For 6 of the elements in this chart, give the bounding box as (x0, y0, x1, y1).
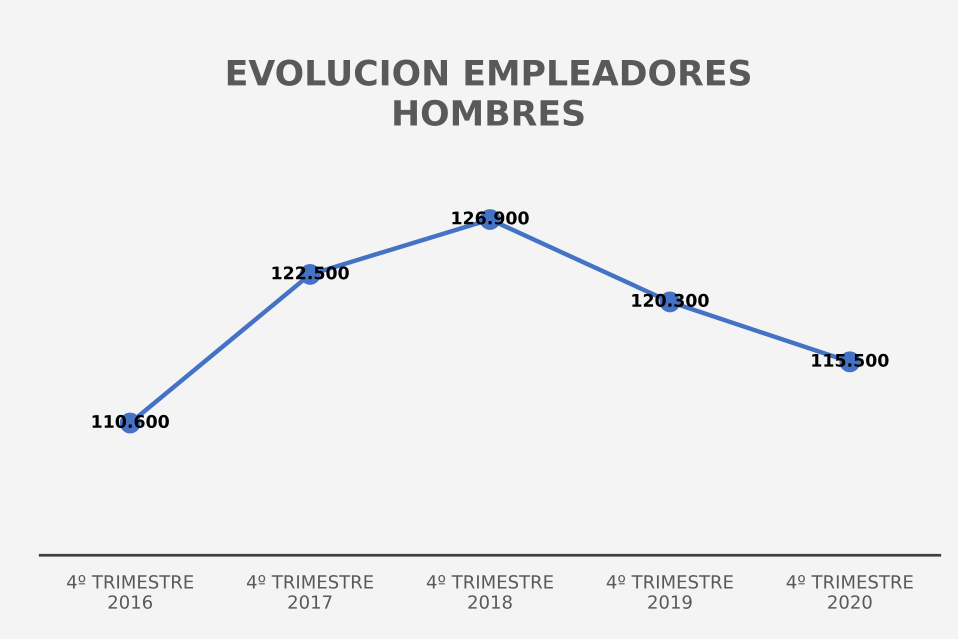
x-tick-label: 4º TRIMESTRE 2018 (426, 575, 553, 609)
x-tick-label: 4º TRIMESTRE 2019 (606, 575, 733, 609)
x-tick-label: 4º TRIMESTRE 2016 (67, 575, 194, 609)
x-tick-label: 4º TRIMESTRE 2020 (786, 575, 913, 609)
x-tick-label: 4º TRIMESTRE 2017 (246, 575, 373, 609)
chart-title: EVOLUCION EMPLEADORES HOMBRES (228, 60, 750, 126)
